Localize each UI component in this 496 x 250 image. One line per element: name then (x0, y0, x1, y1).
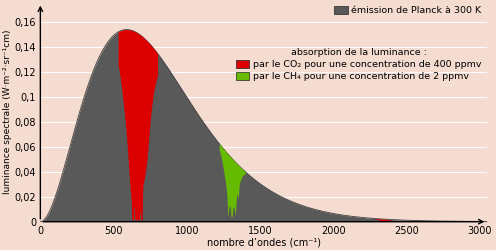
Y-axis label: luminance spectrale (W·m⁻²·sr⁻¹cm): luminance spectrale (W·m⁻²·sr⁻¹cm) (3, 30, 12, 194)
Legend: par le CO₂ pour une concentration de 400 ppmv, par le CH₄ pour une concentration: par le CO₂ pour une concentration de 400… (235, 47, 483, 82)
X-axis label: nombre d’ondes (cm⁻¹): nombre d’ondes (cm⁻¹) (207, 237, 321, 247)
